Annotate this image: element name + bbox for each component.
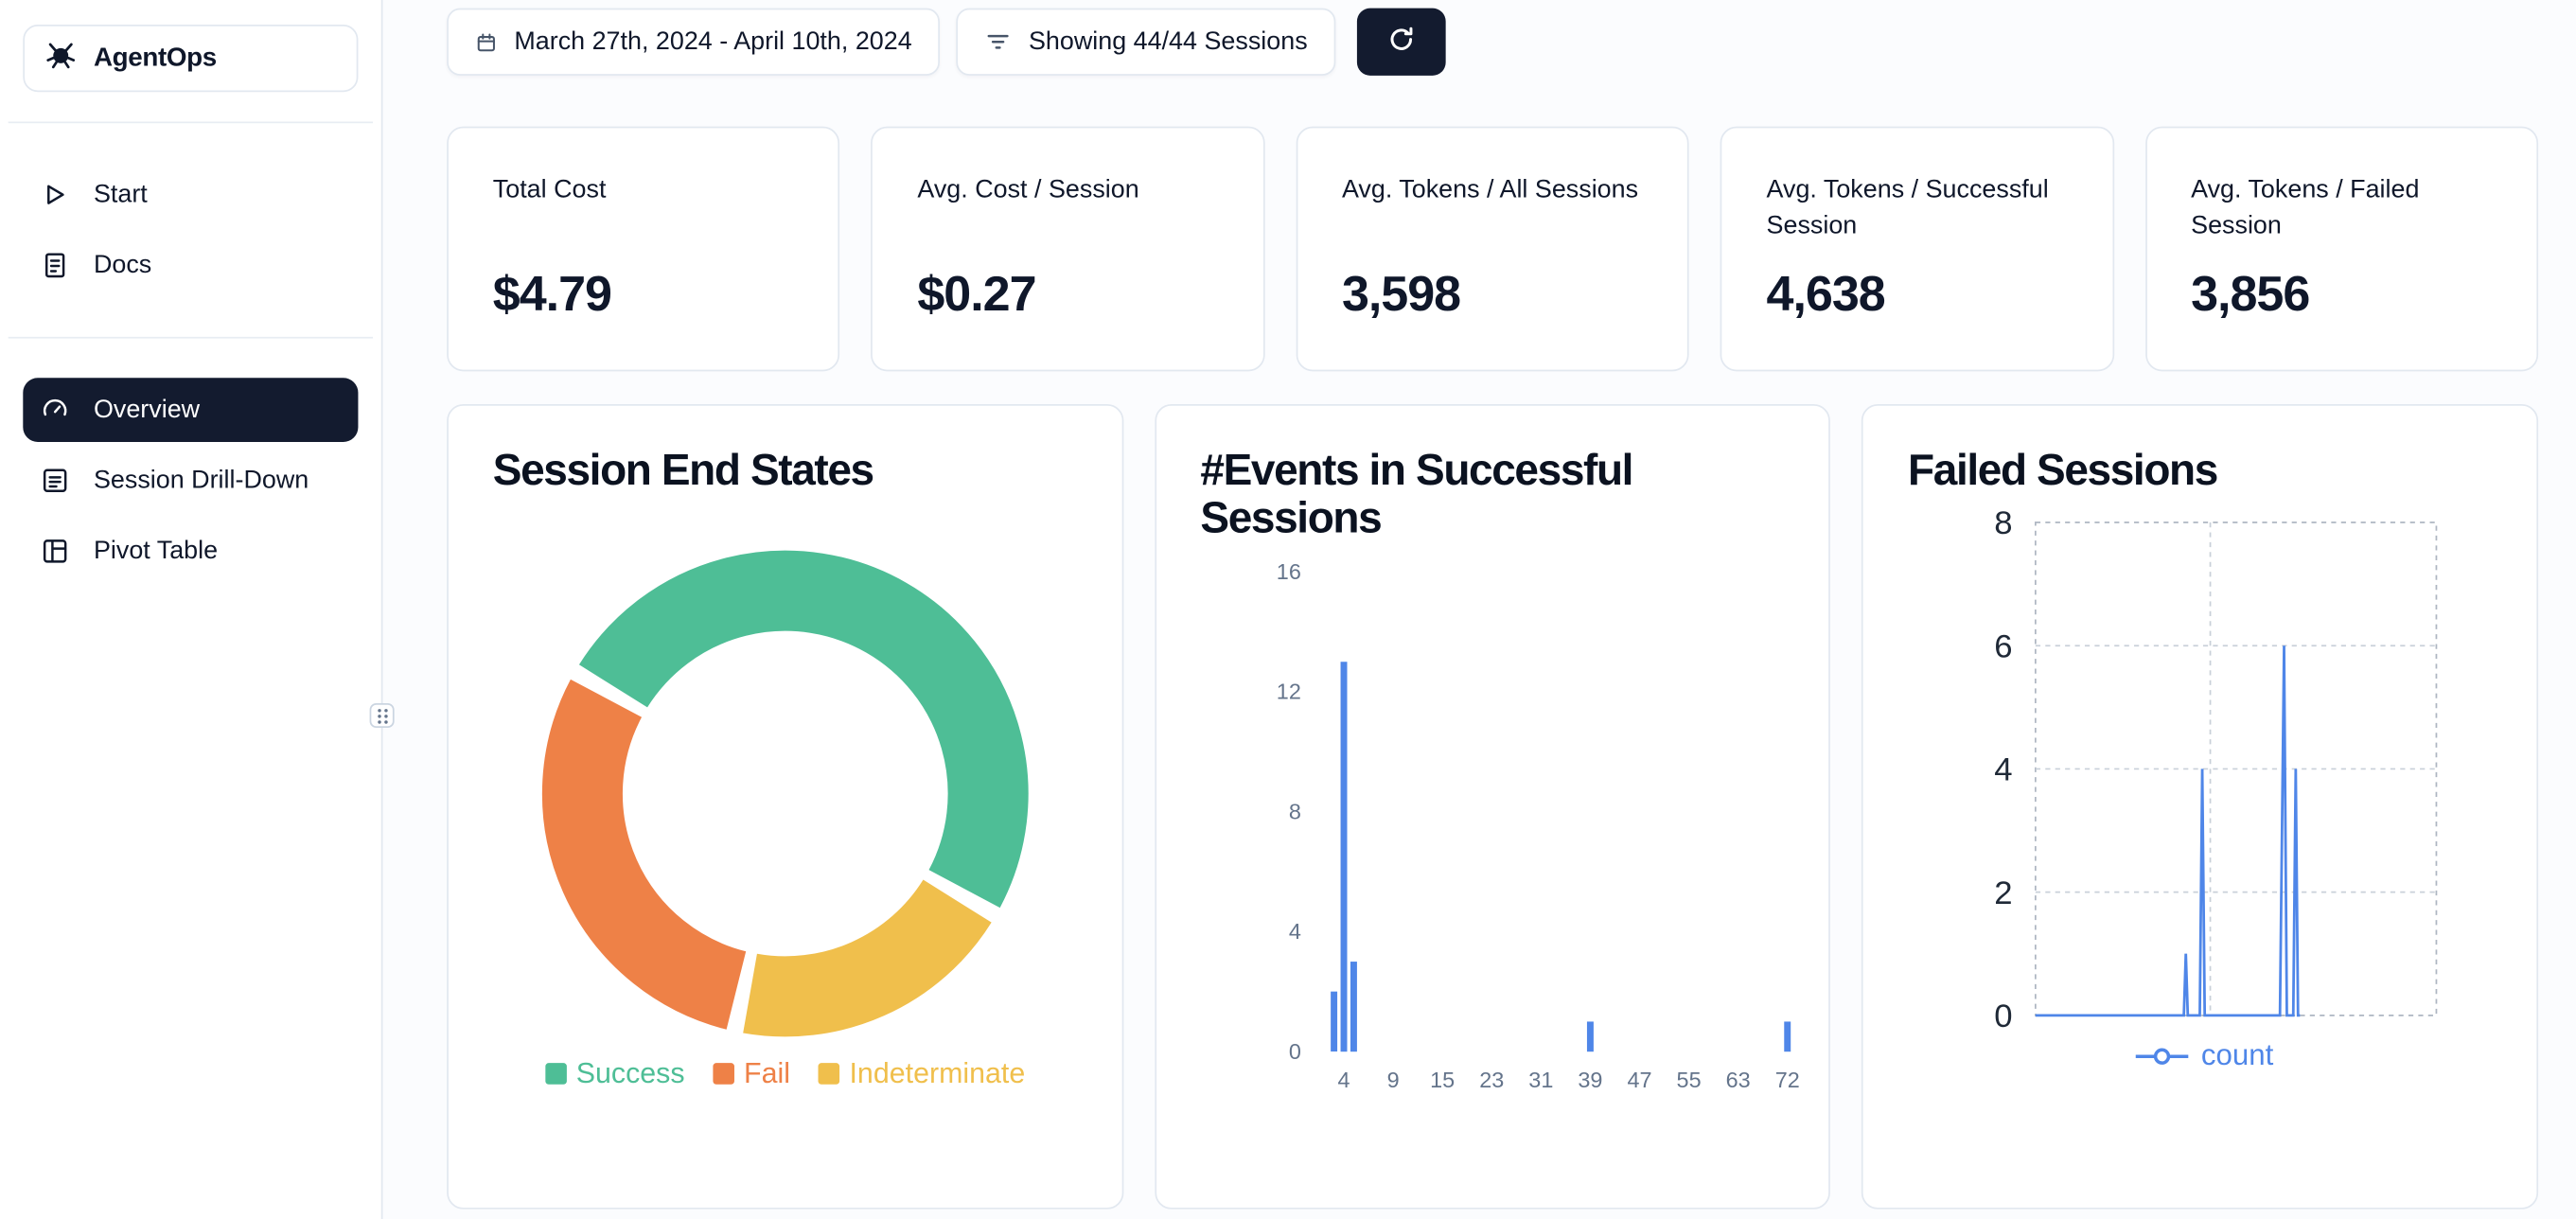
events-bar-chart[interactable]: 0 4 8 12 16 4 9 15 23 31 39 47 55 63 72 (1189, 553, 1823, 1104)
sidebar-item-label: Start (93, 180, 148, 208)
sidebar-item-pivot-table[interactable]: Pivot Table (23, 520, 358, 584)
line-legend-label: count (2200, 1038, 2274, 1072)
svg-text:12: 12 (1276, 680, 1300, 704)
stat-card-avg-tokens-all: Avg. Tokens / All Sessions 3,598 (1296, 126, 1689, 372)
sidebar-item-start[interactable]: Start (23, 163, 358, 227)
failed-sessions-line-chart[interactable]: 0 2 4 6 8 (1908, 502, 2496, 1034)
stat-value: 3,856 (2191, 267, 2310, 323)
charts-row: Session End States Success Fail Indetermin… (447, 404, 2539, 1210)
stat-value: 3,598 (1341, 267, 1461, 323)
svg-text:23: 23 (1479, 1069, 1504, 1093)
legend-swatch (544, 1063, 567, 1085)
svg-text:47: 47 (1627, 1069, 1651, 1093)
pivot-table-icon (40, 536, 71, 567)
svg-text:2: 2 (1995, 875, 2013, 911)
line-legend-marker-icon (2135, 1047, 2188, 1065)
svg-text:9: 9 (1386, 1069, 1399, 1093)
refresh-button[interactable] (1356, 8, 1446, 76)
sidebar-item-label: Overview (93, 395, 201, 424)
stat-label: Total Cost (492, 175, 607, 204)
sidebar-resize-handle[interactable] (369, 702, 395, 729)
app-name: AgentOps (93, 44, 217, 72)
svg-text:72: 72 (1774, 1069, 1799, 1093)
play-icon (40, 179, 71, 210)
chart-title: Failed Sessions (1908, 445, 2218, 495)
line-legend-count[interactable]: count (1957, 1038, 2450, 1072)
session-end-states-donut-chart[interactable] (538, 547, 1032, 1040)
sidebar-item-label: Pivot Table (93, 536, 219, 565)
stat-card-avg-cost-session: Avg. Cost / Session $0.27 (871, 126, 1265, 372)
gauge-icon (40, 395, 71, 426)
stat-card-total-cost: Total Cost $4.79 (447, 126, 840, 372)
app-logo[interactable]: AgentOps (23, 25, 359, 93)
legend-label: Success (575, 1056, 685, 1090)
refresh-icon (1386, 25, 1416, 59)
legend-item-success[interactable]: Success (544, 1056, 685, 1090)
calendar-icon (475, 30, 498, 53)
svg-text:4: 4 (1337, 1069, 1350, 1093)
stat-value: $0.27 (917, 267, 1036, 323)
svg-text:55: 55 (1676, 1069, 1701, 1093)
sessions-filter-label: Showing 44/44 Sessions (1028, 26, 1308, 56)
svg-text:16: 16 (1276, 559, 1300, 584)
legend-item-indeterminate[interactable]: Indeterminate (818, 1056, 1026, 1090)
stats-row: Total Cost $4.79 Avg. Cost / Session $0.… (447, 126, 2539, 372)
legend-swatch (818, 1063, 840, 1085)
topbar: March 27th, 2024 - April 10th, 2024 Show… (447, 8, 2538, 76)
stat-card-avg-tokens-failed: Avg. Tokens / Failed Session 3,856 (2144, 126, 2539, 372)
session-end-states-card: Session End States Success Fail Indetermin… (447, 404, 1123, 1210)
main-content: March 27th, 2024 - April 10th, 2024 Show… (382, 0, 2576, 1219)
stat-label: Avg. Tokens / Successful Session (1766, 175, 2049, 241)
session-list-icon (40, 465, 71, 496)
date-range-label: March 27th, 2024 - April 10th, 2024 (514, 26, 912, 56)
svg-text:15: 15 (1430, 1069, 1455, 1093)
chart-title: #Events in Successful Sessions (1200, 445, 1633, 543)
sidebar-divider (8, 336, 374, 339)
date-range-button[interactable]: March 27th, 2024 - April 10th, 2024 (447, 8, 941, 76)
legend-label: Indeterminate (849, 1056, 1026, 1090)
chart-title: Session End States (492, 445, 874, 495)
stat-card-avg-tokens-successful: Avg. Tokens / Successful Session 4,638 (1720, 126, 2114, 372)
stat-label: Avg. Tokens / Failed Session (2191, 175, 2420, 241)
sidebar-nav-main: Overview Session Drill-Down (0, 368, 381, 593)
stat-label: Avg. Cost / Session (917, 175, 1139, 204)
legend-label: Fail (744, 1056, 791, 1090)
filter-icon (984, 28, 1013, 57)
sidebar-divider (8, 121, 374, 124)
svg-text:4: 4 (1995, 752, 2013, 788)
stat-label: Avg. Tokens / All Sessions (1341, 175, 1639, 204)
sidebar-item-label: Docs (93, 250, 152, 279)
svg-text:63: 63 (1725, 1069, 1750, 1093)
sidebar-nav-top: Start Docs (0, 152, 381, 307)
svg-text:8: 8 (1995, 505, 2013, 541)
svg-text:4: 4 (1288, 920, 1300, 945)
sidebar-item-session-drill-down[interactable]: Session Drill-Down (23, 449, 358, 513)
sessions-filter-button[interactable]: Showing 44/44 Sessions (956, 8, 1336, 76)
svg-text:0: 0 (1288, 1039, 1300, 1064)
svg-text:6: 6 (1995, 629, 2013, 665)
donut-legend: Success Fail Indeterminate (493, 1056, 1077, 1090)
sidebar: AgentOps Start Docs (0, 0, 395, 1219)
sidebar-item-overview[interactable]: Overview (23, 378, 359, 442)
svg-text:0: 0 (1995, 998, 2013, 1030)
document-icon (40, 250, 71, 281)
stat-value: 4,638 (1766, 267, 1886, 323)
agentops-logo-icon (43, 36, 79, 80)
failed-sessions-card: Failed Sessions 0 2 4 6 8 count (1861, 404, 2539, 1210)
svg-text:31: 31 (1528, 1069, 1553, 1093)
sidebar-item-label: Session Drill-Down (93, 466, 309, 494)
sidebar-item-docs[interactable]: Docs (23, 234, 358, 298)
svg-text:8: 8 (1288, 800, 1300, 824)
grip-dots-icon (377, 708, 387, 723)
stat-value: $4.79 (492, 267, 612, 323)
legend-item-fail[interactable]: Fail (713, 1056, 790, 1090)
legend-swatch (713, 1063, 734, 1085)
events-in-successful-sessions-card: #Events in Successful Sessions 0 4 8 12 16 4 9… (1154, 404, 1831, 1210)
svg-text:39: 39 (1578, 1069, 1602, 1093)
